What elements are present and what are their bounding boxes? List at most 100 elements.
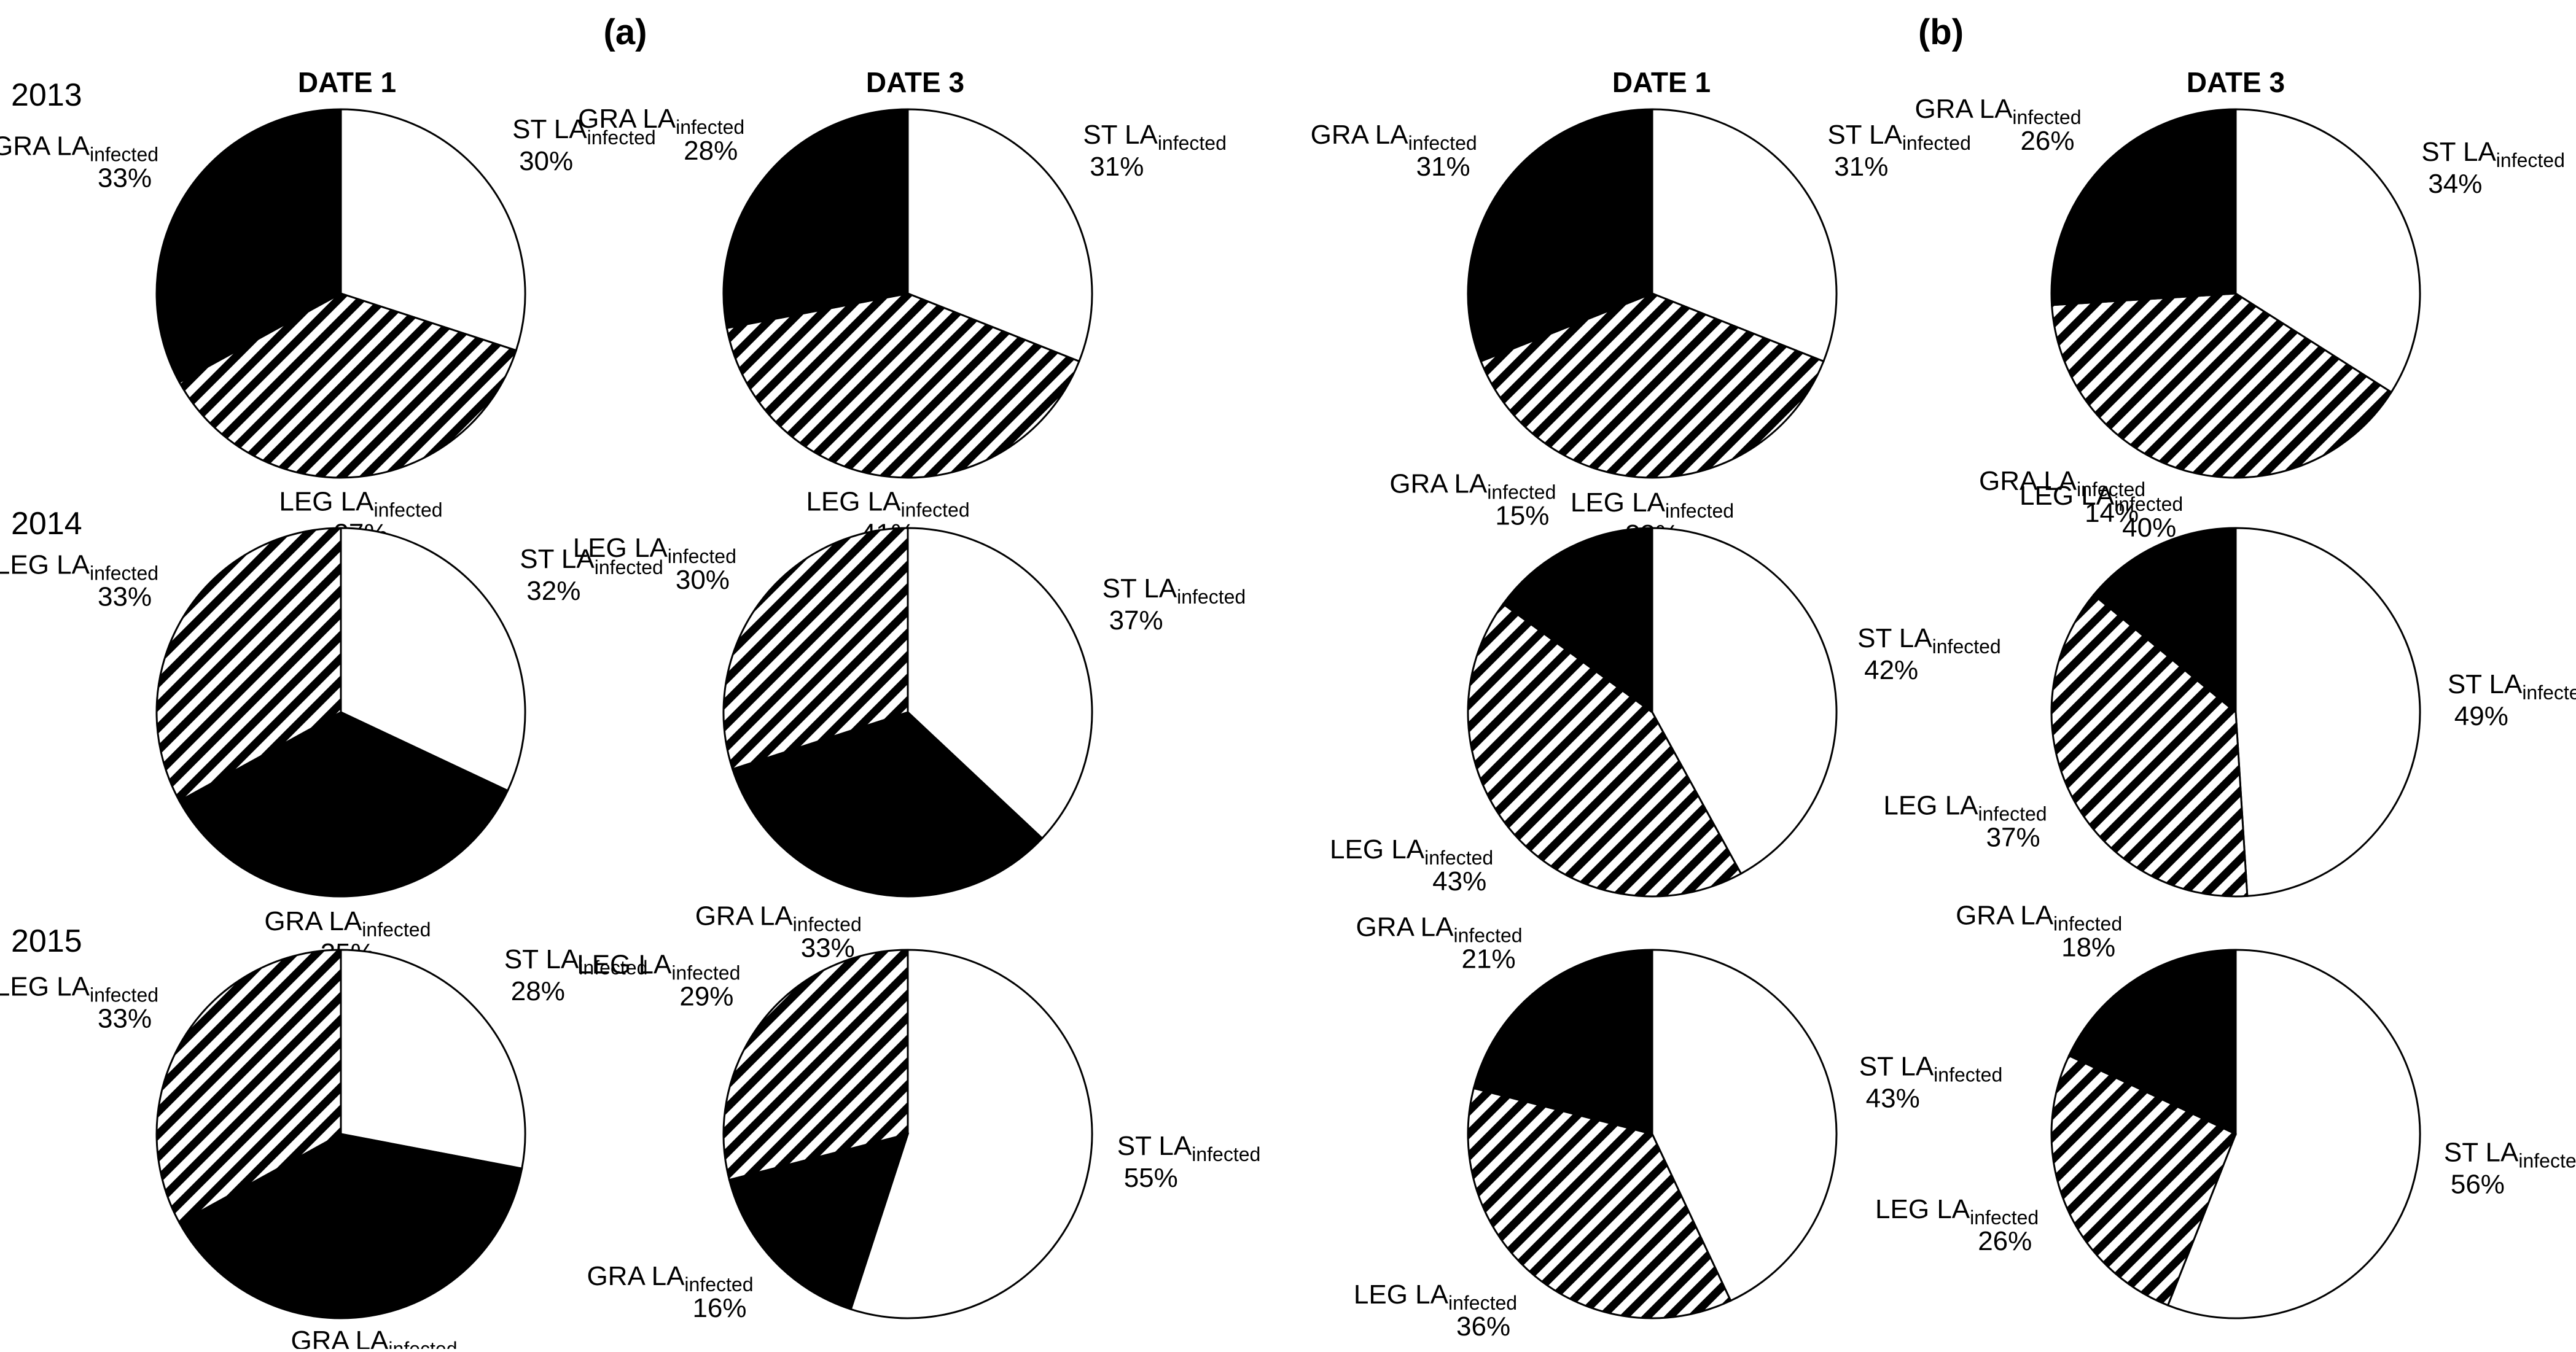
pie-a-2014-date-3-slice-st-la xyxy=(907,527,1093,840)
panel-label-b: (b) xyxy=(1918,12,1964,52)
pie-b-2014-date-3-slice-st-la xyxy=(2234,527,2421,898)
pie-b-2014-date-3-slice-leg-la xyxy=(2050,593,2249,898)
slice-label-subscript: infected xyxy=(2522,682,2576,704)
pie-b-2014-date-1-value-leg-la: 43% xyxy=(1432,866,1486,896)
pie-a-2015-date-1-value-leg-la: 33% xyxy=(98,1003,152,1033)
pie-a-2014-date-1-value-leg-la: 33% xyxy=(98,581,152,612)
slice-label-subscript: infected xyxy=(676,116,744,138)
slice-label-subscript: infected xyxy=(579,957,647,979)
slice-label-name: ST LA xyxy=(1859,1052,1934,1082)
pie-b-2015-date-3-slice-gra-la xyxy=(2067,949,2237,1136)
pie-b-2013-date-3-slice-leg-la xyxy=(2050,292,2393,479)
pie-a-2015-date-1-slice-st-la xyxy=(340,949,526,1170)
pie-a-2013-date-1-slice-gra-la xyxy=(155,108,342,384)
pie-b-2015-date-3-label-st-la: ST LAinfected xyxy=(2444,1138,2576,1172)
slice-label-name: GRA LA xyxy=(0,131,90,161)
slice-label-subscript: infected xyxy=(1448,1292,1517,1314)
pie-b-2015-date-1-slice-gra-la xyxy=(1472,949,1653,1135)
slice-label-subscript: infected xyxy=(1177,586,1246,608)
year-label-2014: 2014 xyxy=(11,506,82,542)
slice-label-name: LEG LA xyxy=(1354,1280,1449,1310)
slice-label-subscript: infected xyxy=(1902,132,1971,154)
pie-b-2013-date-1-label-st-la: ST LAinfected xyxy=(1827,120,1971,154)
slice-label-subscript: infected xyxy=(2518,1150,2576,1172)
pie-a-2014-date-1-label-leg-la: LEG LAinfected xyxy=(0,550,158,584)
pie-a-2013-date-1-slice-leg-la xyxy=(178,292,518,479)
pie-a-2014-date-1-label-gra-la: GRA LAinfected xyxy=(264,906,431,941)
slice-label-name: LEG LA xyxy=(1875,1194,1970,1224)
slice-label-subscript: infected xyxy=(90,562,158,584)
pie-b-2015-date-3-slice-st-la xyxy=(2166,949,2421,1319)
slice-label-name: LEG LA xyxy=(806,486,901,516)
slice-label-subscript: infected xyxy=(1932,635,2001,658)
pie-a-2013-date-1-label-st-la: ST LAinfected xyxy=(512,114,656,149)
slice-label-subscript: infected xyxy=(90,984,158,1006)
pie-b-2013-date-1-value-gra-la: 31% xyxy=(1416,152,1470,182)
pie-a-2014-date-3-label-st-la: ST LAinfected xyxy=(1103,573,1246,608)
pie-a-2015-date-1-label-st-la: ST LAinfected xyxy=(504,944,648,979)
panel-label-a: (a) xyxy=(604,12,647,52)
pie-a-2014-date-3-value-leg-la: 30% xyxy=(676,565,730,595)
slice-label-subscript: infected xyxy=(668,545,736,567)
pie-b-2013-date-3-label-gra-la: GRA LAinfected xyxy=(1914,94,2081,128)
pie-a-2014-date-3-value-st-la: 37% xyxy=(1109,605,1163,635)
pie-b-2013-date-1-slice-leg-la xyxy=(1480,292,1825,479)
pie-b-2014-date-3-value-leg-la: 37% xyxy=(1986,823,2040,853)
slice-label-subscript: infected xyxy=(362,919,431,941)
slice-label-name: ST LA xyxy=(504,944,579,974)
pie-b-2013-date-3-slice-gra-la xyxy=(2050,108,2237,306)
pie-a-2013-date-1-label-gra-la: GRA LAinfected xyxy=(0,131,158,165)
slice-label-name: ST LA xyxy=(520,544,595,574)
pie-b-2015-date-3-value-leg-la: 26% xyxy=(1978,1226,2032,1256)
pie-b-2014-date-3-value-gra-la: 14% xyxy=(2085,498,2139,528)
pie-b-2014-date-3-slice-gra-la xyxy=(2092,527,2237,715)
slice-label-subscript: infected xyxy=(1487,481,1556,503)
pie-a-2015-date-3-value-gra-la: 16% xyxy=(692,1293,746,1323)
slice-label-name: ST LA xyxy=(2421,137,2496,167)
pie-b-2013-date-3-label-leg-la: LEG LAinfected xyxy=(2020,481,2183,515)
pie-b-2014-date-1-label-gra-la: GRA LAinfected xyxy=(1389,469,1556,503)
slice-label-name: ST LA xyxy=(512,114,587,144)
pie-a-2013-date-1-label-leg-la: LEG LAinfected xyxy=(279,486,442,521)
slice-label-subscript: infected xyxy=(1453,924,1522,946)
slice-label-name: GRA LA xyxy=(1956,901,2054,931)
pie-a-2015-date-1-label-gra-la: GRA LAinfected xyxy=(291,1326,457,1349)
pie-a-2015-date-1-slice-gra-la xyxy=(178,1133,523,1319)
column-header-a-date3: DATE 3 xyxy=(866,66,964,98)
pie-a-2014-date-1-slice-leg-la xyxy=(155,527,342,802)
pie-a-2014-date-1-value-st-la: 32% xyxy=(526,576,580,606)
pie-b-2014-date-1-slice-st-la xyxy=(1651,527,1838,875)
pie-a-2014-date-1-label-st-la: ST LAinfected xyxy=(520,544,663,578)
slice-label-name: GRA LA xyxy=(587,1261,685,1291)
pie-a-2013-date-1-slice-st-la xyxy=(340,108,526,352)
pie-b-2015-date-1-value-leg-la: 36% xyxy=(1456,1311,1510,1342)
pie-b-2013-date-1-label-gra-la: GRA LAinfected xyxy=(1311,120,1477,154)
pie-a-2014-date-1-slice-gra-la xyxy=(178,711,509,898)
column-header-b-date3: DATE 3 xyxy=(2187,66,2285,98)
pie-a-2015-date-3-value-leg-la: 29% xyxy=(679,982,733,1012)
pie-a-2015-date-1-value-st-la: 28% xyxy=(511,976,565,1006)
pie-a-2013-date-3-label-leg-la: LEG LAinfected xyxy=(806,486,969,521)
slice-label-subscript: infected xyxy=(587,126,656,149)
slice-label-name: LEG LA xyxy=(1883,791,1978,821)
pie-b-2013-date-1-value-st-la: 31% xyxy=(1834,152,1888,182)
pie-a-2013-date-3-label-st-la: ST LAinfected xyxy=(1083,120,1227,154)
slice-label-name: GRA LA xyxy=(291,1326,389,1349)
pie-a-2014-date-3-value-gra-la: 33% xyxy=(801,933,855,963)
pie-a-2013-date-1-value-gra-la: 33% xyxy=(98,163,152,193)
pie-b-2014-date-3-label-gra-la: GRA LAinfected xyxy=(1979,466,2145,500)
slice-label-subscript: infected xyxy=(684,1273,753,1296)
slice-label-name: GRA LA xyxy=(1914,94,2013,124)
slice-label-subscript: infected xyxy=(671,962,740,984)
slice-label-subscript: infected xyxy=(2114,493,2183,515)
column-header-b-date1: DATE 1 xyxy=(1612,66,1711,98)
pie-b-2014-date-1-value-gra-la: 15% xyxy=(1495,501,1549,531)
pie-a-2014-date-3-label-gra-la: GRA LAinfected xyxy=(695,901,862,936)
pie-a-2013-date-3-value-st-la: 31% xyxy=(1090,152,1144,182)
slice-label-name: ST LA xyxy=(2448,669,2523,699)
pie-a-2013-date-1-value-st-la: 30% xyxy=(519,146,573,176)
pie-a-2015-date-3-label-leg-la: LEG LAinfected xyxy=(577,950,740,984)
pie-b-2015-date-3-label-leg-la: LEG LAinfected xyxy=(1875,1194,2039,1229)
slice-label-name: ST LA xyxy=(1083,120,1158,150)
